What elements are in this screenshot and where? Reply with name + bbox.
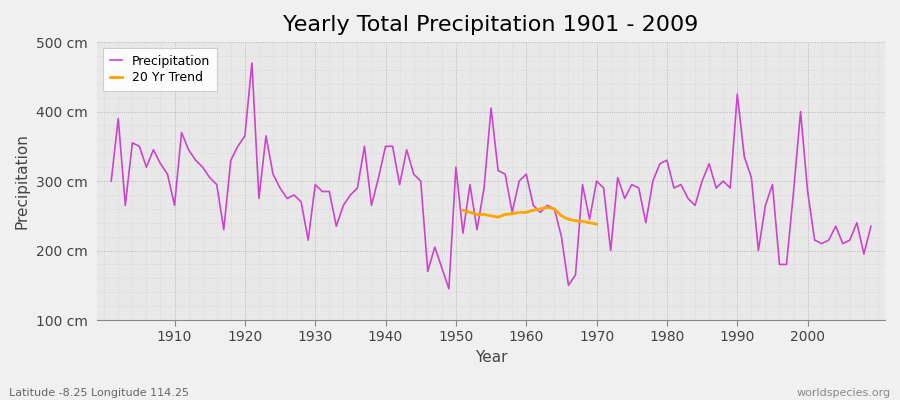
- Text: Latitude -8.25 Longitude 114.25: Latitude -8.25 Longitude 114.25: [9, 388, 189, 398]
- Precipitation: [444, 286, 454, 291]
- 20 Yr Trend: [563, 217, 574, 222]
- 20 Yr Trend: [591, 222, 602, 226]
- 20 Yr Trend: [472, 212, 482, 217]
- 20 Yr Trend: [521, 210, 532, 215]
- 20 Yr Trend: [549, 206, 560, 211]
- Line: Precipitation: Precipitation: [112, 63, 871, 289]
- 20 Yr Trend: [542, 205, 553, 210]
- Line: 20 Yr Trend: 20 Yr Trend: [463, 208, 597, 224]
- 20 Yr Trend: [535, 206, 545, 211]
- Precipitation: [162, 172, 173, 176]
- 20 Yr Trend: [464, 210, 475, 215]
- 20 Yr Trend: [500, 212, 510, 217]
- 20 Yr Trend: [507, 211, 517, 216]
- Precipitation: [866, 224, 877, 229]
- 20 Yr Trend: [479, 212, 490, 217]
- 20 Yr Trend: [514, 210, 525, 215]
- 20 Yr Trend: [492, 215, 503, 220]
- Y-axis label: Precipitation: Precipitation: [15, 133, 30, 229]
- 20 Yr Trend: [556, 214, 567, 218]
- 20 Yr Trend: [486, 214, 497, 218]
- X-axis label: Year: Year: [475, 350, 508, 365]
- Text: worldspecies.org: worldspecies.org: [796, 388, 891, 398]
- Precipitation: [528, 203, 539, 208]
- Precipitation: [324, 189, 335, 194]
- 20 Yr Trend: [457, 208, 468, 213]
- 20 Yr Trend: [528, 208, 539, 213]
- 20 Yr Trend: [584, 220, 595, 225]
- Precipitation: [366, 203, 377, 208]
- Precipitation: [619, 196, 630, 201]
- Precipitation: [535, 210, 545, 215]
- Legend: Precipitation, 20 Yr Trend: Precipitation, 20 Yr Trend: [104, 48, 217, 91]
- Precipitation: [247, 60, 257, 65]
- Title: Yearly Total Precipitation 1901 - 2009: Yearly Total Precipitation 1901 - 2009: [284, 15, 698, 35]
- Precipitation: [106, 179, 117, 184]
- 20 Yr Trend: [577, 219, 588, 224]
- 20 Yr Trend: [570, 218, 580, 223]
